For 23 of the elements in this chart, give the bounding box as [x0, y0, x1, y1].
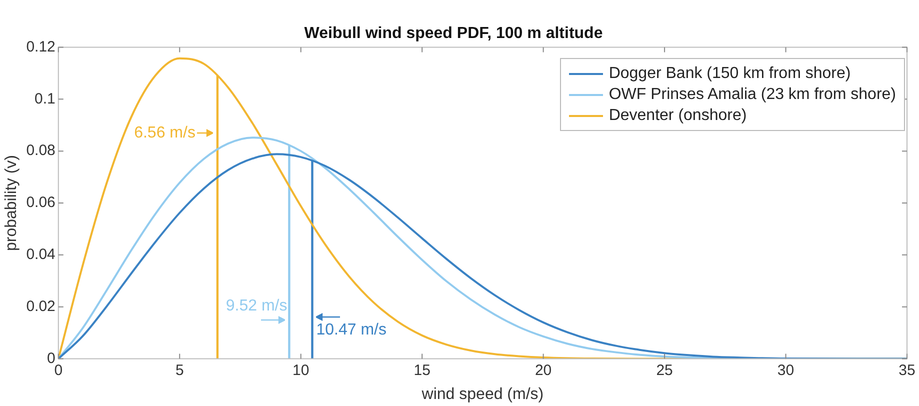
- x-tick-label: 25: [656, 362, 673, 379]
- x-tick-label: 10: [292, 362, 310, 379]
- y-tick-label: 0.06: [26, 194, 56, 212]
- chart-title: Weibull wind speed PDF, 100 m altitude: [304, 25, 603, 42]
- legend-label: Dogger Bank (150 km from shore): [608, 64, 851, 82]
- y-tick-label: 0.1: [34, 90, 56, 108]
- y-tick-label: 0.02: [26, 298, 56, 316]
- y-tick-label: 0.08: [26, 142, 56, 160]
- x-tick-label: 30: [777, 362, 794, 379]
- legend-label: OWF Prinses Amalia (23 km from shore): [608, 86, 896, 104]
- annotation: 6.56 m/s: [134, 124, 196, 142]
- x-tick-label: 20: [534, 362, 552, 379]
- y-tick-label: 0: [47, 350, 56, 367]
- x-tick-label: 35: [898, 362, 916, 379]
- annotation: 9.52 m/s: [226, 297, 288, 314]
- y-tick-label: 0.12: [26, 38, 56, 56]
- annotation: 10.47 m/s: [316, 322, 387, 339]
- x-axis-title: wind speed (m/s): [420, 386, 544, 403]
- y-axis-title: probability (v): [3, 154, 20, 252]
- x-tick-label: 5: [175, 362, 184, 379]
- x-tick-label: 15: [414, 362, 430, 379]
- y-tick-label: 0.04: [26, 246, 56, 264]
- legend-label: Deventer (onshore): [608, 106, 747, 124]
